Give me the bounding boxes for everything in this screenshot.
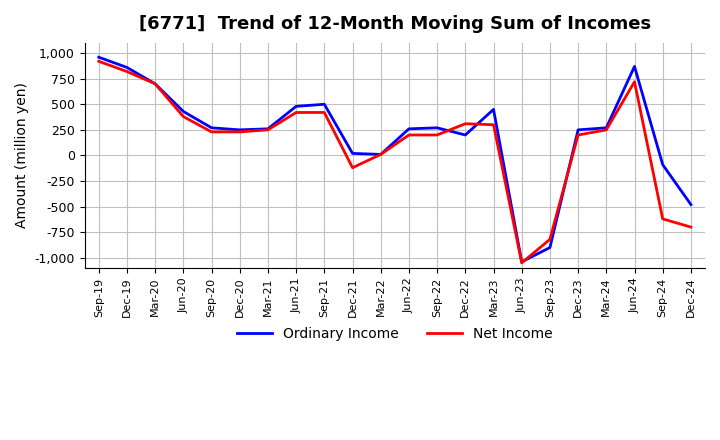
Ordinary Income xyxy=(122,65,131,70)
Net Income xyxy=(518,260,526,265)
Y-axis label: Amount (million yen): Amount (million yen) xyxy=(15,83,29,228)
Net Income xyxy=(94,59,103,64)
Ordinary Income xyxy=(658,162,667,167)
Net Income xyxy=(207,129,216,135)
Net Income xyxy=(320,110,328,115)
Ordinary Income xyxy=(264,126,272,132)
Net Income xyxy=(574,132,582,138)
Ordinary Income xyxy=(320,102,328,107)
Ordinary Income xyxy=(574,127,582,132)
Ordinary Income xyxy=(518,259,526,264)
Net Income xyxy=(461,121,469,126)
Net Income xyxy=(687,224,696,230)
Net Income xyxy=(602,127,611,132)
Line: Net Income: Net Income xyxy=(99,61,691,263)
Net Income xyxy=(433,132,441,138)
Ordinary Income xyxy=(489,107,498,112)
Net Income xyxy=(658,216,667,221)
Net Income xyxy=(292,110,300,115)
Title: [6771]  Trend of 12-Month Moving Sum of Incomes: [6771] Trend of 12-Month Moving Sum of I… xyxy=(139,15,651,33)
Net Income xyxy=(377,152,385,157)
Net Income xyxy=(235,129,244,135)
Ordinary Income xyxy=(94,55,103,60)
Ordinary Income xyxy=(687,202,696,207)
Ordinary Income xyxy=(405,126,413,132)
Net Income xyxy=(546,237,554,242)
Ordinary Income xyxy=(348,151,357,156)
Net Income xyxy=(405,132,413,138)
Ordinary Income xyxy=(433,125,441,130)
Net Income xyxy=(179,114,188,119)
Ordinary Income xyxy=(292,104,300,109)
Legend: Ordinary Income, Net Income: Ordinary Income, Net Income xyxy=(232,322,558,347)
Ordinary Income xyxy=(630,64,639,69)
Net Income xyxy=(489,122,498,128)
Net Income xyxy=(348,165,357,170)
Net Income xyxy=(630,79,639,84)
Line: Ordinary Income: Ordinary Income xyxy=(99,57,691,262)
Ordinary Income xyxy=(546,245,554,250)
Ordinary Income xyxy=(377,152,385,157)
Ordinary Income xyxy=(150,81,159,86)
Net Income xyxy=(264,127,272,132)
Ordinary Income xyxy=(461,132,469,138)
Ordinary Income xyxy=(602,125,611,130)
Ordinary Income xyxy=(235,127,244,132)
Ordinary Income xyxy=(179,109,188,114)
Ordinary Income xyxy=(207,125,216,130)
Net Income xyxy=(122,69,131,74)
Net Income xyxy=(150,81,159,86)
